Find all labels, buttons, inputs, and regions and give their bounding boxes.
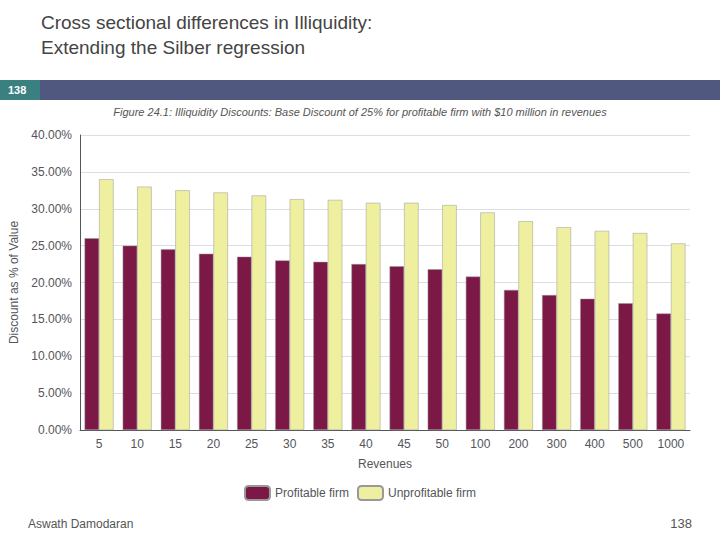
svg-text:300: 300	[547, 437, 567, 451]
svg-text:138: 138	[670, 516, 692, 531]
svg-text:30.00%: 30.00%	[31, 202, 72, 216]
svg-text:20.00%: 20.00%	[31, 276, 72, 290]
svg-text:35: 35	[321, 437, 335, 451]
svg-text:5.00%: 5.00%	[38, 386, 72, 400]
svg-text:138: 138	[8, 84, 26, 96]
svg-text:400: 400	[585, 437, 605, 451]
svg-text:50: 50	[436, 437, 450, 451]
svg-text:15: 15	[169, 437, 183, 451]
svg-text:25: 25	[245, 437, 259, 451]
svg-text:40.00%: 40.00%	[31, 128, 72, 142]
svg-text:5: 5	[96, 437, 103, 451]
svg-text:Revenues: Revenues	[358, 457, 412, 471]
svg-text:25.00%: 25.00%	[31, 239, 72, 253]
svg-text:500: 500	[623, 437, 643, 451]
svg-text:1000: 1000	[658, 437, 685, 451]
svg-text:20: 20	[207, 437, 221, 451]
svg-text:Aswath Damodaran: Aswath Damodaran	[28, 517, 133, 531]
svg-text:30: 30	[283, 437, 297, 451]
svg-text:40: 40	[359, 437, 373, 451]
svg-text:Profitable firm: Profitable firm	[275, 486, 349, 500]
svg-text:Discount as % of Value: Discount as % of Value	[7, 221, 21, 345]
svg-text:10.00%: 10.00%	[31, 349, 72, 363]
svg-text:100: 100	[470, 437, 490, 451]
svg-text:200: 200	[508, 437, 528, 451]
svg-text:35.00%: 35.00%	[31, 165, 72, 179]
svg-text:10: 10	[131, 437, 145, 451]
svg-text:15.00%: 15.00%	[31, 312, 72, 326]
svg-text:Cross sectional differences in: Cross sectional differences in Illiquidi…	[41, 12, 372, 33]
svg-text:Unprofitable firm: Unprofitable firm	[388, 486, 476, 500]
svg-text:Extending the Silber regressio: Extending the Silber regression	[41, 37, 305, 58]
svg-text:Figure 24.1: Illiquidity Disco: Figure 24.1: Illiquidity Discounts: Base…	[113, 106, 607, 118]
svg-text:45: 45	[397, 437, 411, 451]
svg-text:0.00%: 0.00%	[38, 423, 72, 437]
